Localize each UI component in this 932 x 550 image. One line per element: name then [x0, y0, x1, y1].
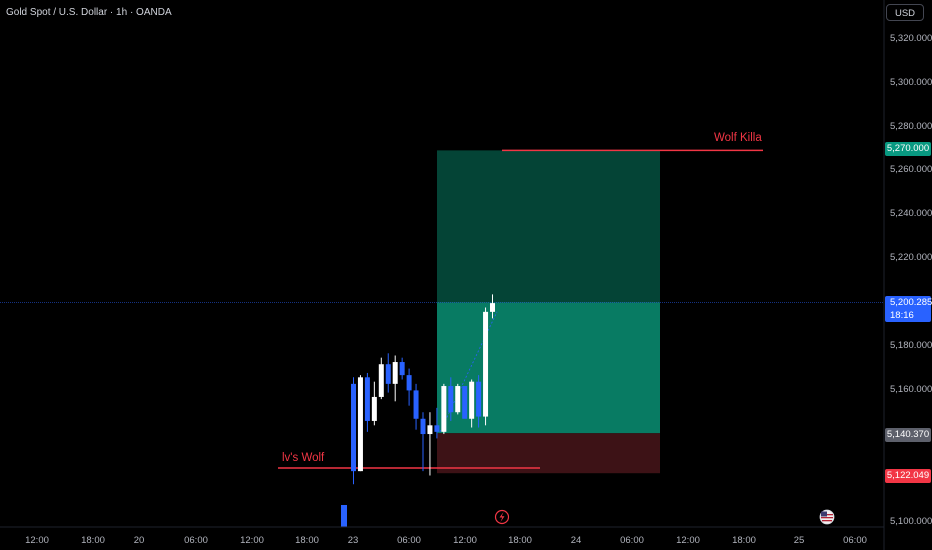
- price-tick: 5,100.000: [890, 516, 932, 527]
- candle-body[interactable]: [490, 303, 495, 312]
- current-price-value: 5,200.285: [890, 297, 932, 308]
- candle-body[interactable]: [392, 362, 398, 384]
- time-tick: 18:00: [81, 535, 105, 546]
- volume-bars: [341, 505, 347, 527]
- time-tick: 24: [570, 535, 582, 546]
- price-tick: 5,240.000: [890, 208, 932, 219]
- time-tick: 12:00: [676, 535, 700, 546]
- price-tick: 5,320.000: [890, 33, 932, 44]
- candle-body[interactable]: [448, 386, 454, 413]
- wolf-killa-label[interactable]: Wolf Killa: [714, 132, 762, 144]
- candle-body[interactable]: [371, 396, 377, 421]
- profit-zone-active[interactable]: [437, 302, 660, 434]
- price-tick: 5,280.000: [890, 121, 932, 132]
- price-tick: 5,160.000: [890, 384, 932, 395]
- time-tick: 06:00: [620, 535, 644, 546]
- time-tick: 20: [133, 535, 145, 546]
- target-price-badge: 5,270.000: [885, 142, 931, 156]
- candle-body[interactable]: [357, 377, 363, 472]
- volume-bar: [341, 505, 347, 527]
- candle-body[interactable]: [434, 425, 440, 432]
- candle-body[interactable]: [385, 364, 391, 384]
- time-tick: 18:00: [508, 535, 532, 546]
- candle-body[interactable]: [413, 390, 419, 419]
- candle-body[interactable]: [364, 377, 370, 421]
- time-tick: 06:00: [184, 535, 208, 546]
- lvs-wolf-label[interactable]: lv's Wolf: [282, 452, 325, 464]
- entry-price-badge: 5,140.370: [885, 428, 931, 442]
- time-tick: 25: [793, 535, 805, 546]
- candle-body[interactable]: [483, 311, 489, 417]
- time-tick: 12:00: [25, 535, 49, 546]
- candle-body[interactable]: [476, 381, 482, 417]
- current-price-badge: 5,200.285 18:16: [885, 296, 932, 322]
- candle-body[interactable]: [399, 362, 405, 376]
- time-tick: 06:00: [843, 535, 867, 546]
- symbol-title[interactable]: Gold Spot / U.S. Dollar · 1h · OANDA: [6, 7, 172, 18]
- time-tick: 18:00: [732, 535, 756, 546]
- candle-body[interactable]: [469, 381, 475, 419]
- price-tick: 5,220.000: [890, 252, 932, 263]
- loss-zone[interactable]: [437, 433, 660, 474]
- stop-price-badge: 5,122.049: [885, 469, 931, 483]
- time-tick: 12:00: [453, 535, 477, 546]
- long-position-tool[interactable]: [437, 150, 660, 474]
- price-tick: 5,300.000: [890, 77, 932, 88]
- us-flag-event-icon[interactable]: [819, 509, 835, 525]
- time-tick: 12:00: [240, 535, 264, 546]
- annotation-lines[interactable]: [278, 149, 763, 469]
- candle-body[interactable]: [441, 386, 447, 432]
- currency-button[interactable]: USD: [886, 4, 924, 21]
- price-tick: 5,180.000: [890, 340, 932, 351]
- candle-body[interactable]: [462, 386, 468, 419]
- time-tick: 23: [347, 535, 359, 546]
- price-tick: 5,260.000: [890, 164, 932, 175]
- time-tick: 06:00: [397, 535, 421, 546]
- candle-body[interactable]: [351, 383, 356, 472]
- candle-body[interactable]: [427, 425, 433, 435]
- candle-body[interactable]: [406, 375, 412, 391]
- candle-body[interactable]: [420, 418, 426, 435]
- candles-group[interactable]: [351, 294, 495, 485]
- candle-body[interactable]: [455, 386, 461, 413]
- time-tick: 18:00: [295, 535, 319, 546]
- profit-zone-reached[interactable]: [437, 150, 660, 303]
- candle-body[interactable]: [378, 364, 384, 397]
- lightning-event-icon[interactable]: [494, 509, 510, 525]
- bar-countdown: 18:16: [890, 309, 914, 321]
